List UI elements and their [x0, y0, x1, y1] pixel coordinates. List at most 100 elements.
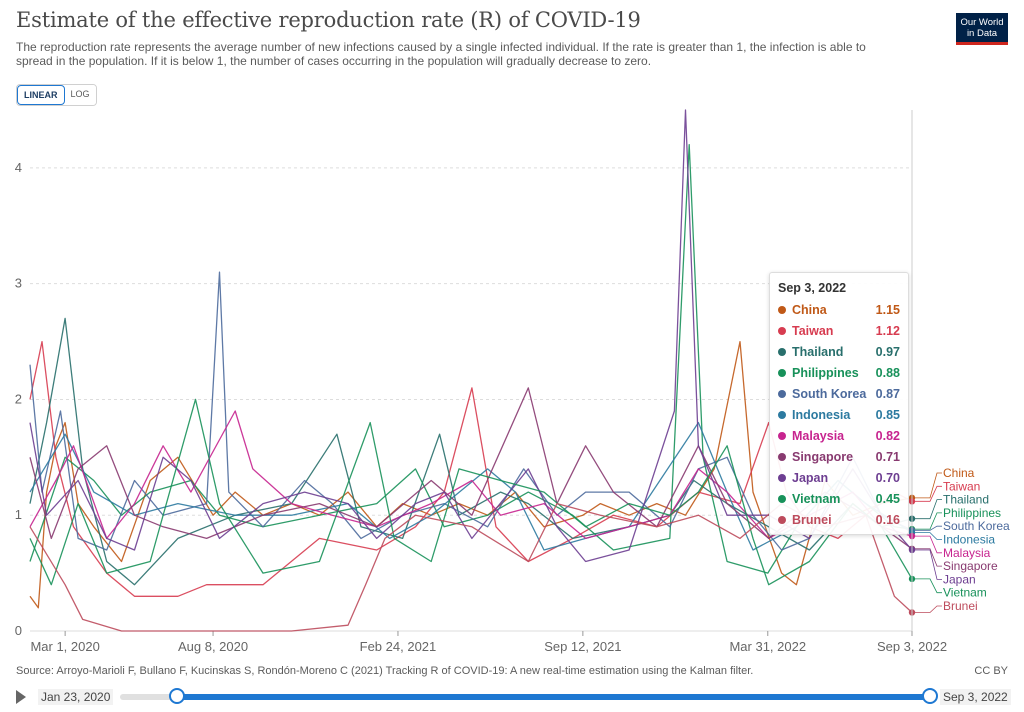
- tooltip-series-value: 1.12: [875, 323, 900, 338]
- tooltip-row: Malaysia 0.82: [778, 425, 900, 446]
- logo-line-1: Our World: [960, 17, 1004, 28]
- series-dot-icon: [778, 515, 786, 524]
- timeline-end-label: Sep 3, 2022: [940, 689, 1011, 705]
- y-tick-label: 2: [15, 391, 22, 406]
- legend-label: Singapore: [943, 559, 998, 573]
- tooltip-series-name: Brunei: [792, 512, 832, 527]
- series-dot-icon: [778, 389, 786, 398]
- legend-connector: [915, 605, 942, 613]
- tooltip-series-value: 0.97: [875, 344, 900, 359]
- tooltip-series-value: 0.88: [875, 365, 900, 380]
- legend-label: Malaysia: [943, 546, 991, 560]
- tooltip-series-value: 0.87: [875, 386, 900, 401]
- line-chart[interactable]: 0 1 2 3 4 Mar 1, 2020 Aug 8, 2020 Feb 24, 2021 S…: [0, 100, 1024, 660]
- series-dot-icon: [778, 410, 786, 419]
- legend-connector: [915, 535, 942, 554]
- scale-toggle: LINEAR LOG: [16, 84, 97, 106]
- timeline-start-handle[interactable]: [169, 688, 186, 704]
- series-dot-icon: [778, 305, 786, 314]
- tooltip-row: Japan 0.70: [778, 467, 900, 488]
- series-line-south-korea: [29, 271, 913, 551]
- series-dot-icon: [778, 326, 786, 335]
- legend-label: China: [943, 466, 975, 480]
- linear-scale-button[interactable]: LINEAR: [17, 85, 65, 105]
- tooltip-row: Taiwan 1.12: [778, 320, 900, 341]
- play-icon[interactable]: [16, 690, 26, 704]
- series-dot-icon: [778, 431, 786, 440]
- legend-label: Japan: [943, 572, 976, 586]
- tooltip-row: Indonesia 0.85: [778, 404, 900, 425]
- legend-label: Vietnam: [943, 586, 987, 600]
- timeline: Jan 23, 2020 Sep 3, 2022: [0, 686, 1024, 708]
- tooltip-row: Vietnam 0.45: [778, 488, 900, 509]
- y-tick-label: 0: [15, 623, 22, 638]
- legend-label: Thailand: [943, 493, 989, 507]
- legend-connector: [915, 548, 942, 567]
- tooltip-series-name: Singapore: [792, 449, 854, 464]
- legend-connector: [915, 512, 942, 530]
- owid-logo[interactable]: Our World in Data: [956, 13, 1008, 45]
- y-tick-label: 3: [15, 276, 22, 291]
- tooltip-row: Thailand 0.97: [778, 341, 900, 362]
- tooltip-series-name: Vietnam: [792, 491, 841, 506]
- x-tick-label: Mar 1, 2020: [30, 639, 99, 654]
- legend-label: Philippines: [943, 506, 1001, 520]
- x-tick-label: Aug 8, 2020: [178, 639, 248, 654]
- y-tick-label: 1: [15, 507, 22, 522]
- timeline-selected-range: [177, 694, 930, 700]
- tooltip-row: Brunei 0.16: [778, 509, 900, 530]
- logo-line-2: in Data: [966, 28, 998, 39]
- tooltip-series-value: 0.82: [875, 428, 900, 443]
- timeline-start-label: Jan 23, 2020: [38, 689, 114, 705]
- x-tick-label: Feb 24, 2021: [360, 639, 437, 654]
- legend-label: Taiwan: [943, 479, 980, 493]
- legend-connector: [915, 578, 942, 594]
- series-line-japan: [29, 109, 913, 563]
- source-note: Source: Arroyo-Marioli F, Bullano F, Kuc…: [16, 665, 754, 677]
- tooltip-row: South Korea 0.87: [778, 383, 900, 404]
- tooltip-series-name: Indonesia: [792, 407, 851, 422]
- tooltip-series-name: Malaysia: [792, 428, 845, 443]
- tooltip-series-name: Taiwan: [792, 323, 834, 338]
- series-dot-icon: [778, 347, 786, 356]
- tooltip-series-value: 0.45: [875, 491, 900, 506]
- legend-connector: [915, 532, 942, 540]
- tooltip-series-name: South Korea: [792, 386, 867, 401]
- tooltip-series-value: 0.70: [875, 470, 900, 485]
- timeline-end-handle[interactable]: [922, 688, 938, 704]
- tooltip-date: Sep 3, 2022: [778, 281, 847, 295]
- log-scale-button[interactable]: LOG: [64, 85, 96, 105]
- legend-label: South Korea: [943, 519, 1010, 533]
- tooltip-series-name: Japan: [792, 470, 829, 485]
- x-tick-label: Mar 31, 2022: [729, 639, 806, 654]
- series-line-vietnam: [29, 398, 913, 586]
- chart-title: Estimate of the effective reproduction r…: [16, 8, 641, 32]
- x-tick-label: Sep 3, 2022: [877, 639, 947, 654]
- tooltip-row: Singapore 0.71: [778, 446, 900, 467]
- legend-connector: [915, 485, 942, 502]
- tooltip: Sep 3, 2022 China 1.15 Taiwan 1.12 Thailand 0…: [769, 272, 909, 535]
- legend-connector: [915, 525, 942, 531]
- tooltip-series-name: Thailand: [792, 344, 844, 359]
- series-line-thailand: [29, 317, 913, 586]
- legend-label: Indonesia: [943, 533, 995, 547]
- tooltip-series-name: China: [792, 302, 827, 317]
- tooltip-series-value: 1.15: [875, 302, 900, 317]
- tooltip-series-value: 0.71: [875, 449, 900, 464]
- tooltip-series-value: 0.85: [875, 407, 900, 422]
- tooltip-row: China 1.15: [778, 299, 900, 320]
- tooltip-series-value: 0.16: [875, 512, 900, 527]
- legend-label: Brunei: [943, 599, 978, 613]
- legend-connector: [915, 499, 942, 520]
- legend-connector: [915, 472, 942, 499]
- tooltip-series-name: Philippines: [792, 365, 859, 380]
- x-tick-label: Sep 12, 2021: [544, 639, 621, 654]
- series-dot-icon: [778, 473, 786, 482]
- y-tick-label: 4: [15, 160, 22, 175]
- series-dot-icon: [778, 368, 786, 377]
- license-link[interactable]: CC BY: [974, 665, 1008, 677]
- legend-connector: [915, 549, 942, 580]
- series-dot-icon: [778, 494, 786, 503]
- series-dot-icon: [778, 452, 786, 461]
- tooltip-row: Philippines 0.88: [778, 362, 900, 383]
